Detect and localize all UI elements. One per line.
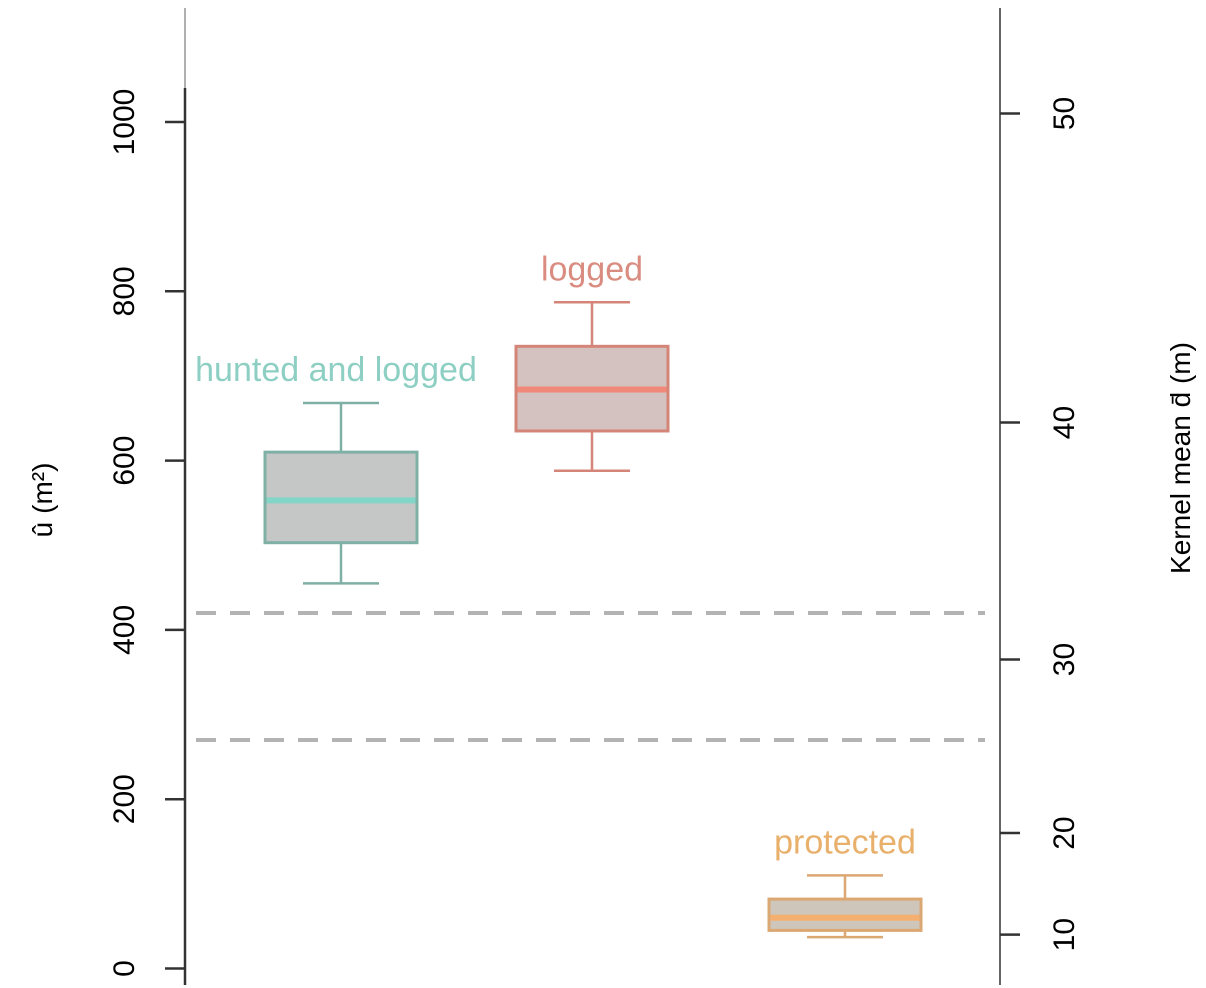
left-y-axis: 0 200 400 600 800 1000 — [108, 8, 187, 985]
boxplots — [263, 301, 923, 939]
right-tick-label: 20 — [1048, 816, 1081, 849]
boxplot-logged — [514, 301, 670, 473]
right-y-axis: 10 20 30 40 50 — [999, 8, 1081, 985]
left-axis-title-symbol: û — [27, 522, 58, 538]
left-tick-label: 600 — [108, 436, 141, 486]
boxplot-hunted-and-logged — [263, 401, 419, 585]
left-tick-label: 400 — [108, 605, 141, 655]
left-tick-label: 200 — [108, 774, 141, 824]
right-tick-label: 30 — [1048, 643, 1081, 676]
left-tick-label: 800 — [108, 266, 141, 316]
right-tick-label: 10 — [1048, 918, 1081, 951]
left-axis-title: û (m²) — [27, 463, 58, 538]
right-tick-label: 50 — [1048, 97, 1081, 130]
group-label: protected — [774, 823, 916, 861]
boxplot-protected — [767, 874, 923, 939]
left-tick-label: 0 — [108, 960, 141, 977]
group-label: logged — [541, 250, 643, 288]
right-tick-label: 40 — [1048, 406, 1081, 439]
left-axis-title-unit: (m²) — [27, 463, 58, 514]
group-label: hunted and logged — [195, 351, 477, 389]
right-axis-title: Kernel mean d̄ (m) — [1165, 342, 1196, 574]
reference-lines — [196, 610, 985, 742]
left-tick-label: 1000 — [108, 89, 141, 156]
group-labels: hunted and logged logged protected — [195, 250, 916, 861]
